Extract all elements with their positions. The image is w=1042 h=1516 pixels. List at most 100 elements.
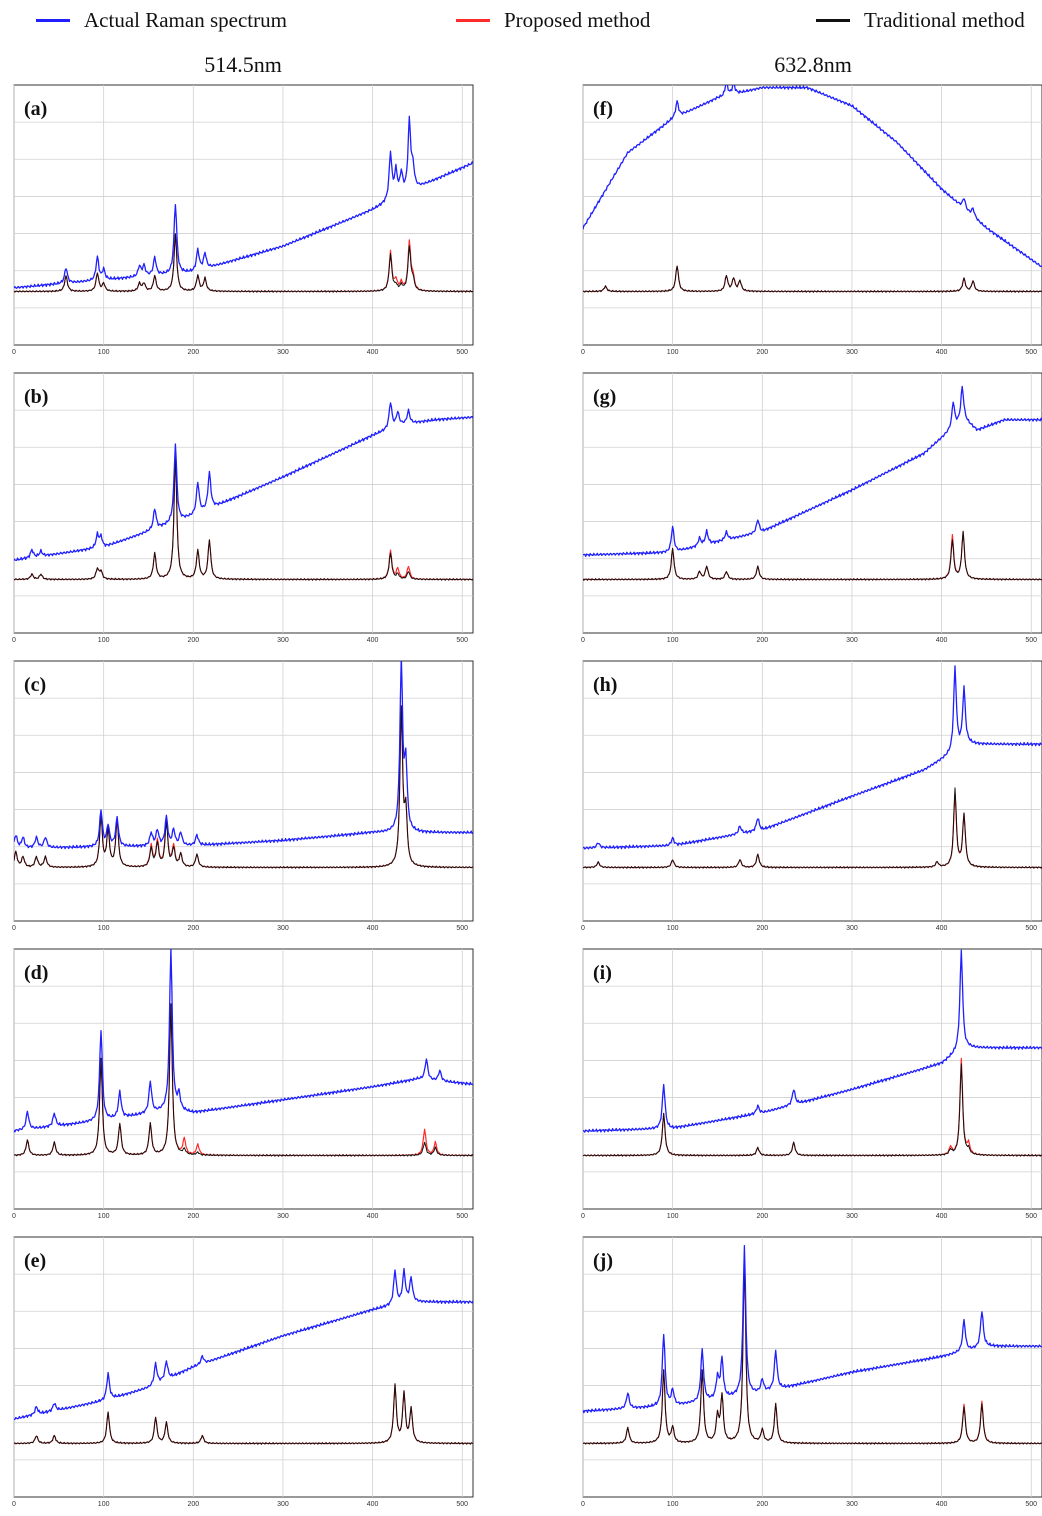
x-tick-label: 500 [456,925,468,932]
legend-item-actual: Actual Raman spectrum [36,6,287,34]
panel-label: (j) [593,1250,613,1272]
series-line-actual [583,949,1042,1133]
x-tick-label: 200 [187,925,199,932]
series-line-actual [14,402,473,562]
column-title-right: 632.8nm [774,52,852,77]
x-tick-label: 400 [367,1501,379,1508]
series-line-actual [583,385,1042,558]
x-tick-label: 300 [846,1213,858,1220]
series-line-actual [583,665,1042,850]
series-line-traditional [14,1003,473,1157]
plot-frame [13,660,474,922]
legend-label-actual: Actual Raman spectrum [84,7,287,32]
x-tick-label: 500 [456,637,468,644]
x-tick-label: 500 [1025,349,1037,356]
x-tick-label: 300 [846,1501,858,1508]
x-tick-label: 200 [756,637,768,644]
x-tick-label: 300 [277,1213,289,1220]
x-tick-label: 0 [12,637,16,644]
panel-label: (g) [593,386,616,408]
panel-label: (f) [593,98,613,120]
panel-label: (h) [593,674,617,696]
series-line-traditional [14,705,473,869]
x-tick-label: 100 [98,349,110,356]
chart-panel-c: 0 100 200 300 400 500 (c) [12,660,474,932]
series-line-actual [583,1245,1042,1414]
x-tick-label: 0 [581,1213,585,1220]
x-tick-label: 100 [667,349,679,356]
x-tick-label: 500 [456,349,468,356]
x-tick-label: 400 [367,1213,379,1220]
x-tick-label: 0 [581,637,585,644]
legend-swatch-proposed [456,18,490,22]
x-tick-label: 400 [936,925,948,932]
x-tick-label: 200 [187,637,199,644]
x-tick-label: 400 [936,1501,948,1508]
plot-frame [13,948,474,1210]
x-tick-label: 100 [98,637,110,644]
x-tick-label: 200 [756,349,768,356]
x-tick-label: 300 [277,925,289,932]
series-line-traditional [14,453,473,581]
series-line-traditional [583,787,1042,869]
plot-frame [582,948,1042,1210]
x-tick-label: 400 [367,637,379,644]
x-tick-label: 400 [367,925,379,932]
chart-panel-a: 0 100 200 300 400 500 (a) [12,84,474,356]
x-tick-label: 500 [1025,1501,1037,1508]
x-tick-label: 500 [1025,925,1037,932]
panel-label: (e) [24,1250,46,1272]
chart-panel-g: 0 100 200 300 400 500 (g) [581,372,1042,644]
plot-frame [582,1236,1042,1498]
x-tick-label: 0 [581,1501,585,1508]
x-tick-label: 0 [581,925,585,932]
x-tick-label: 0 [12,1501,16,1508]
x-tick-label: 500 [456,1501,468,1508]
panel-label: (a) [24,98,47,120]
x-tick-label: 0 [12,349,16,356]
x-tick-label: 300 [277,637,289,644]
series-line-traditional [583,265,1042,293]
x-tick-label: 200 [187,1213,199,1220]
chart-panel-h: 0 100 200 300 400 500 (h) [581,660,1042,932]
legend-swatch-actual [36,18,70,22]
chart-panel-j: 0 100 200 300 400 500 (j) [581,1236,1042,1508]
x-tick-label: 100 [667,1501,679,1508]
series-line-traditional [14,1383,473,1445]
x-tick-label: 300 [846,925,858,932]
plot-frame [582,660,1042,922]
plot-frame [582,84,1042,346]
x-tick-label: 200 [756,1213,768,1220]
x-tick-label: 300 [846,349,858,356]
legend: Actual Raman spectrum Proposed method Tr… [0,0,1042,44]
legend-swatch-traditional [816,18,850,22]
plot-frame [13,84,474,346]
x-tick-label: 100 [667,1213,679,1220]
x-tick-label: 300 [277,349,289,356]
panel-label: (b) [24,386,48,408]
plot-frame [13,372,474,634]
panel-label: (d) [24,962,48,984]
x-tick-label: 100 [667,637,679,644]
column-title-left: 514.5nm [204,52,282,77]
series-line-actual [14,949,473,1133]
legend-item-traditional: Traditional method [816,6,1025,34]
x-tick-label: 500 [1025,1213,1037,1220]
chart-panel-b: 0 100 200 300 400 500 (b) [12,372,474,644]
series-line-actual [14,661,473,850]
x-tick-label: 300 [277,1501,289,1508]
x-tick-label: 200 [187,1501,199,1508]
chart-panel-d: 0 100 200 300 400 500 (d) [12,948,474,1220]
x-tick-label: 500 [456,1213,468,1220]
chart-panel-e: 0 100 200 300 400 500 (e) [12,1236,474,1508]
chart-panel-f: 0 100 200 300 400 500 (f) [581,84,1042,356]
series-line-actual [14,115,473,289]
series-line-traditional [583,1063,1042,1157]
chart-panel-i: 0 100 200 300 400 500 (i) [581,948,1042,1220]
x-tick-label: 0 [581,349,585,356]
x-tick-label: 100 [98,925,110,932]
x-tick-label: 200 [756,925,768,932]
series-line-actual [583,85,1042,268]
x-tick-label: 500 [1025,637,1037,644]
